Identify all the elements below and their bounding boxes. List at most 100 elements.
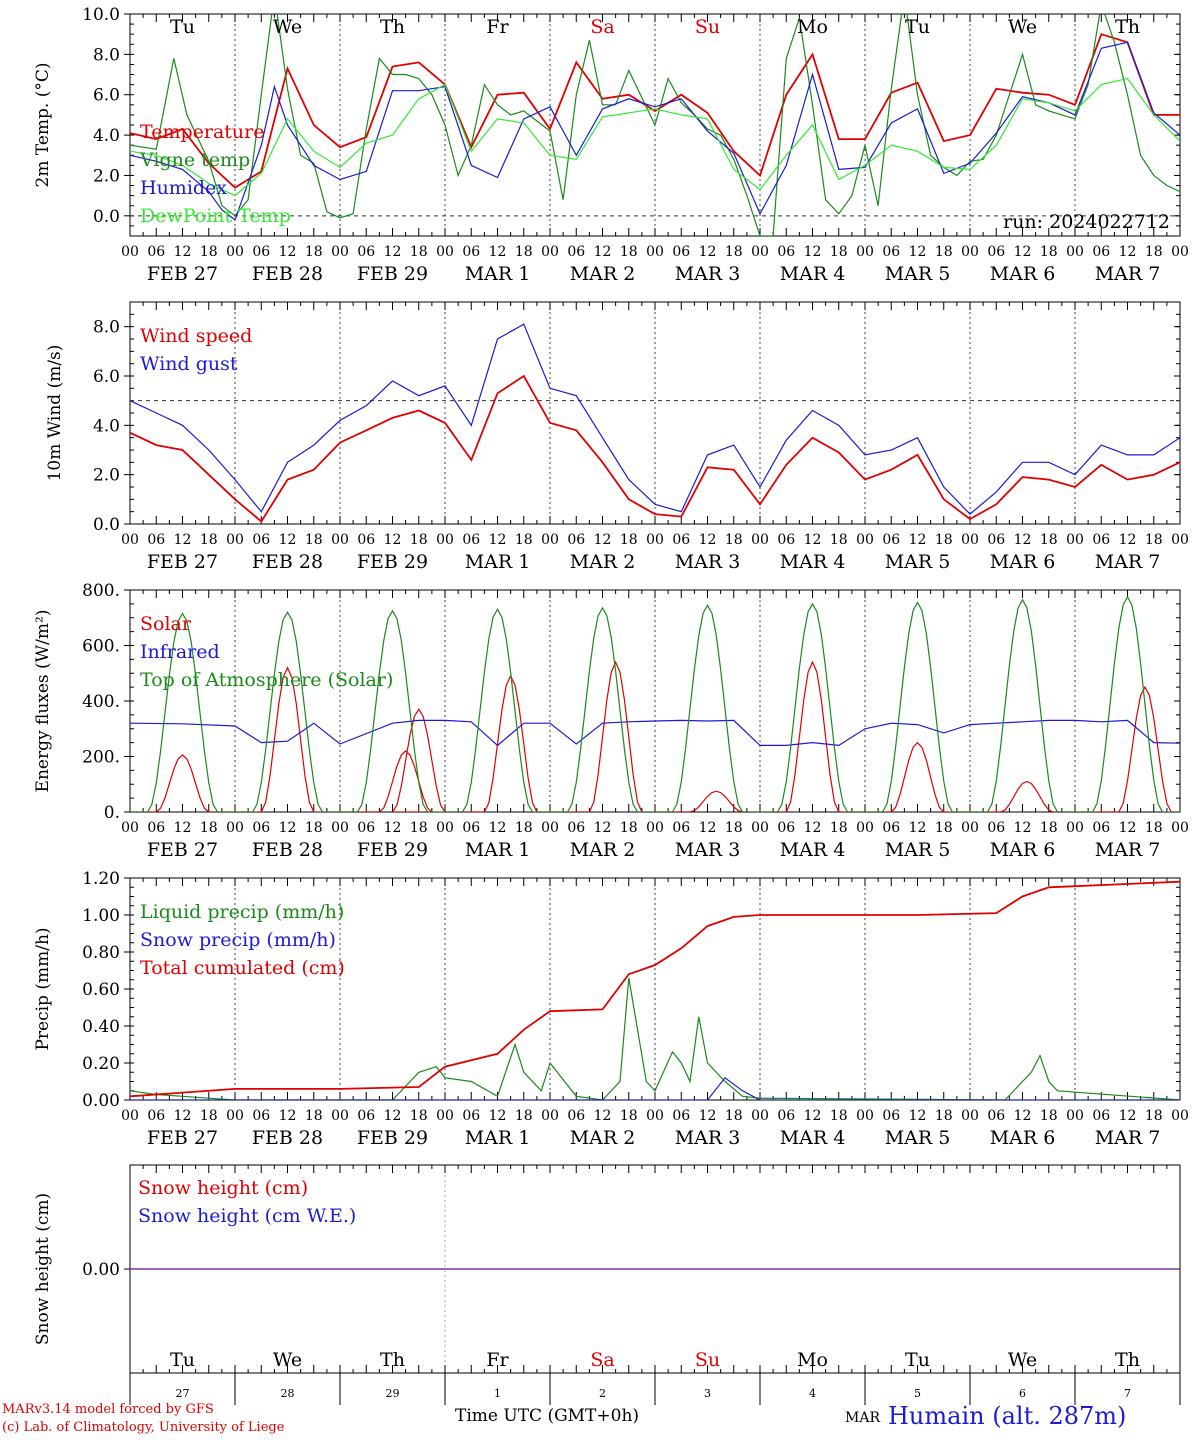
x-hour-label: 06: [777, 532, 795, 548]
x-hour-label: 12: [594, 1108, 612, 1124]
y-tick-label: 0.0: [93, 515, 120, 535]
legend-entry: Snow height (cm W.E.): [138, 1205, 356, 1227]
legend-entry: Temperature: [140, 121, 264, 143]
x-date-label: FEB 29: [357, 263, 428, 285]
x-hour-label: 00: [751, 820, 769, 836]
x-hour-label: 00: [226, 244, 244, 260]
x-date-label: MAR 3: [675, 839, 741, 861]
day-name-bottom: Tu: [170, 1349, 195, 1371]
x-hour-label: 12: [384, 532, 402, 548]
x-hour-label: 18: [1145, 532, 1163, 548]
x-hour-label: 18: [935, 532, 953, 548]
day-name-bottom: Su: [695, 1349, 720, 1371]
x-hour-label: 06: [357, 820, 375, 836]
x-hour-label: 18: [305, 820, 323, 836]
x-date-label: MAR 4: [780, 263, 846, 285]
x-hour-label: 18: [935, 244, 953, 260]
y-tick-label: 0.00: [82, 1260, 120, 1280]
x-hour-label: 12: [489, 532, 507, 548]
y-tick-label: 0.20: [82, 1054, 120, 1074]
x-hour-label: 00: [436, 532, 454, 548]
x-date-label: MAR 7: [1095, 839, 1161, 861]
x-hour-label: 12: [909, 244, 927, 260]
x-hour-label: 00: [436, 1108, 454, 1124]
x-hour-label: 00: [121, 1108, 139, 1124]
day-number: 4: [809, 1387, 816, 1400]
x-hour-label: 00: [121, 820, 139, 836]
x-date-label: MAR 1: [465, 1127, 531, 1149]
x-hour-label: 18: [515, 244, 533, 260]
x-date-label: FEB 28: [252, 839, 323, 861]
x-hour-label: 12: [384, 820, 402, 836]
x-hour-label: 12: [594, 532, 612, 548]
x-hour-label: 06: [147, 820, 165, 836]
series-line-total-cumulated-cm-: [130, 880, 1180, 1098]
day-name-top: Th: [380, 16, 405, 38]
day-name-top: We: [1008, 16, 1037, 38]
day-name-bottom: We: [273, 1349, 302, 1371]
y-tick-label: 0.00: [82, 1091, 120, 1111]
x-hour-label: 00: [541, 532, 559, 548]
x-date-label: MAR 7: [1095, 1127, 1161, 1149]
x-hour-label: 06: [1092, 532, 1110, 548]
x-hour-label: 00: [856, 820, 874, 836]
x-date-label: MAR 2: [570, 551, 636, 573]
x-hour-label: 06: [252, 244, 270, 260]
x-hour-label: 18: [200, 1108, 218, 1124]
x-date-label: MAR 3: [675, 551, 741, 573]
x-hour-label: 12: [279, 244, 297, 260]
y-tick-label: 2.0: [93, 466, 120, 486]
y-tick-label: 2.0: [93, 166, 120, 186]
x-hour-label: 18: [620, 244, 638, 260]
legend-entry: Vigne temp: [139, 149, 250, 171]
x-hour-label: 00: [1171, 820, 1189, 836]
x-hour-label: 06: [882, 532, 900, 548]
legend-entry: Wind gust: [140, 353, 238, 375]
x-hour-label: 12: [1119, 532, 1137, 548]
x-date-label: MAR 5: [885, 551, 951, 573]
x-hour-label: 18: [410, 820, 428, 836]
x-date-label: FEB 29: [357, 551, 428, 573]
y-tick-label: 10.0: [82, 5, 120, 25]
day-number: 1: [494, 1387, 501, 1400]
y-tick-label: 200.: [82, 748, 120, 768]
x-hour-label: 00: [961, 820, 979, 836]
y-tick-label: 800.: [82, 581, 120, 601]
x-hour-label: 00: [1066, 532, 1084, 548]
y-tick-label: 4.0: [93, 416, 120, 436]
y-tick-label: 8.0: [93, 45, 120, 65]
x-hour-label: 00: [1171, 532, 1189, 548]
x-hour-label: 18: [1145, 244, 1163, 260]
x-hour-label: 12: [1119, 244, 1137, 260]
y-axis-label: 10m Wind (m/s): [45, 345, 65, 482]
day-number: 2: [599, 1387, 606, 1400]
mar-tag: MAR: [845, 1410, 880, 1426]
y-tick-label: 600.: [82, 637, 120, 657]
day-name-top: Mo: [797, 16, 828, 38]
x-hour-label: 06: [672, 820, 690, 836]
x-hour-label: 00: [646, 820, 664, 836]
x-hour-label: 18: [935, 820, 953, 836]
x-hour-label: 06: [147, 244, 165, 260]
x-hour-label: 12: [279, 1108, 297, 1124]
footer-credit: (c) Lab. of Climatology, University of L…: [2, 1420, 285, 1435]
x-hour-label: 06: [882, 244, 900, 260]
x-hour-label: 06: [882, 820, 900, 836]
x-hour-label: 06: [462, 1108, 480, 1124]
series-line-dewpoint-temp: [130, 77, 1180, 197]
x-date-label: FEB 28: [252, 551, 323, 573]
y-axis-label: Snow height (cm): [33, 1193, 53, 1345]
x-date-label: FEB 29: [357, 839, 428, 861]
x-hour-label: 18: [935, 1108, 953, 1124]
x-hour-label: 12: [489, 820, 507, 836]
run-label: run: 2024022712: [1003, 211, 1170, 233]
x-date-label: MAR 6: [990, 551, 1056, 573]
x-hour-label: 12: [1014, 1108, 1032, 1124]
day-name-top: We: [273, 16, 302, 38]
x-hour-label: 12: [174, 820, 192, 836]
x-hour-label: 12: [699, 820, 717, 836]
x-hour-label: 18: [410, 244, 428, 260]
x-hour-label: 00: [226, 820, 244, 836]
x-hour-label: 00: [331, 532, 349, 548]
